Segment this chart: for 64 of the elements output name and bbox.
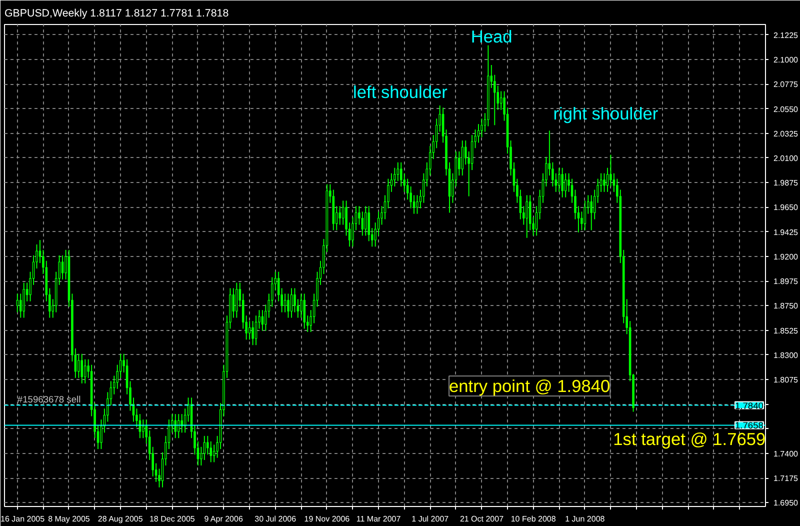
y-tick-label: 2.0325 (774, 129, 799, 138)
candlestick (177, 414, 180, 439)
candlestick (22, 282, 26, 318)
y-tick-label: 1.8300 (774, 350, 799, 360)
candlestick (203, 435, 206, 460)
x-tick-label: 10 Feb 2008 (510, 514, 556, 524)
chart-title: GBPUSD,Weekly 1.8117 1.8127 1.7781 1.7818 (4, 8, 229, 20)
y-tick-label: 2.0100 (774, 154, 799, 163)
candlestick (287, 293, 290, 318)
candlestick (603, 172, 606, 192)
candlestick (338, 206, 342, 226)
y-tick-label: 2.0550 (774, 104, 799, 114)
candlestick (590, 194, 593, 231)
candlestick (303, 293, 306, 330)
candlestick (78, 353, 80, 378)
candlestick (236, 282, 238, 318)
candlestick (558, 167, 560, 192)
x-tick-label: 19 Nov 2006 (304, 514, 350, 524)
y-tick-label: 1.8075 (774, 376, 799, 385)
y-tick-label: 1.8975 (774, 277, 799, 286)
y-tick-label: 2.1000 (774, 56, 799, 65)
x-tick-label: 21 Oct 2007 (460, 514, 504, 524)
y-tick-label: 1.7175 (774, 474, 799, 484)
candlestick (561, 167, 564, 198)
y-tick-label: 1.6950 (774, 498, 799, 508)
y-tick-label: 1.9200 (774, 252, 799, 262)
annotation: #15963678 sell (17, 394, 81, 404)
y-tick-label: 2.1225 (774, 30, 799, 40)
candlestick (248, 320, 251, 340)
x-tick-label: 11 Mar 2007 (356, 514, 402, 524)
candlestick (19, 293, 22, 318)
annotation: Head (470, 26, 512, 47)
annotation: 1st target @ 1.7659 (613, 429, 766, 450)
x-tick-label: 8 May 2005 (48, 514, 90, 524)
candlestick (300, 293, 302, 318)
candlestick (526, 194, 528, 238)
annotation: left shoulder (353, 82, 448, 102)
ref-line-label: 1.7840 (734, 400, 764, 411)
y-tick-label: 1.8750 (774, 302, 799, 311)
candlestick (142, 419, 144, 439)
y-tick-label: 1.9875 (774, 178, 799, 188)
candlestick (364, 206, 367, 236)
x-tick-label: 18 Dec 2005 (149, 514, 196, 524)
y-tick-label: 1.9425 (774, 228, 799, 237)
y-tick-label: 1.7400 (774, 449, 799, 458)
annotation: right shoulder (553, 104, 658, 124)
y-tick-label: 1.8525 (774, 326, 799, 336)
x-tick-label: 9 Apr 2006 (204, 514, 244, 524)
candlestick (174, 414, 177, 439)
ref-line-label: 1.7658 (734, 420, 764, 431)
candlestick (458, 150, 460, 176)
candlestick (461, 140, 464, 176)
x-tick-label: 30 Jul 2006 (254, 514, 297, 524)
candlestick (252, 320, 254, 346)
y-tick-label: 1.9650 (774, 203, 799, 212)
x-tick-label: 28 Aug 2005 (98, 514, 144, 524)
y-tick-label: 2.0775 (774, 80, 799, 90)
candlestick (16, 293, 19, 313)
x-tick-label: 1 Jun 2008 (565, 514, 606, 524)
x-tick-label: 1 Jul 2007 (412, 514, 450, 524)
candlestick (84, 358, 86, 384)
x-tick-label: 16 Jan 2005 (0, 514, 46, 524)
candlestick (80, 353, 84, 384)
annotation: entry point @ 1.9840 (449, 376, 610, 396)
